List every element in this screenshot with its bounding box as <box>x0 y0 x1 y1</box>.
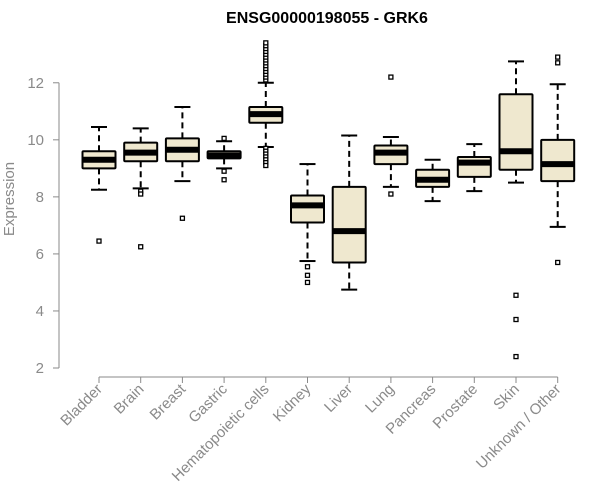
y-axis-label: Expression <box>1 162 18 236</box>
box-lung <box>373 74 409 197</box>
x-tick-label: Kidney <box>270 380 315 425</box>
outlier-point <box>388 74 394 80</box>
outlier-point <box>221 168 227 174</box>
outlier-point <box>304 264 311 270</box>
outlier-point <box>304 279 311 286</box>
outlier-point <box>221 177 227 183</box>
outlier-point <box>513 316 519 323</box>
x-tick-label: Bladder <box>57 381 106 430</box>
box-unknown-other <box>540 54 576 266</box>
box-hematopoietic-cells <box>248 40 284 169</box>
y-tick-label: 8 <box>36 189 44 206</box>
box-kidney <box>290 163 325 286</box>
x-tick-label: Prostate <box>430 381 482 433</box>
outlier-point <box>138 244 144 250</box>
chart-title: ENSG00000198055 - GRK6 <box>226 10 428 27</box>
outlier-point <box>555 54 561 60</box>
y-tick-label: 2 <box>36 360 44 377</box>
outlier-point <box>513 292 519 298</box>
y-tick-label: 12 <box>27 75 44 92</box>
outlier-point <box>263 162 269 169</box>
outlier-point <box>555 60 561 66</box>
outlier-point <box>96 238 102 244</box>
outlier-point <box>179 215 186 221</box>
box-iqr <box>331 185 367 264</box>
x-tick-label: Liver <box>321 381 356 416</box>
box-iqr <box>498 93 534 171</box>
outlier-point <box>513 353 519 360</box>
outlier-point <box>304 272 311 278</box>
y-axis: 2 4 6 8 10 12 <box>27 75 60 377</box>
box-brain <box>123 127 159 250</box>
outlier-point <box>138 191 144 197</box>
box-gastric <box>206 135 242 183</box>
box-iqr <box>290 194 325 224</box>
box-iqr <box>540 138 576 183</box>
y-tick-label: 10 <box>27 132 44 149</box>
x-tick-label: Brain <box>111 381 148 418</box>
y-tick-label: 6 <box>36 246 44 263</box>
outlier-point <box>555 259 561 266</box>
y-tick-label: 4 <box>36 303 44 320</box>
box-breast <box>164 106 200 221</box>
x-tick-label: Skin <box>490 381 523 414</box>
box-bladder <box>81 125 117 244</box>
box-prostate <box>456 143 492 193</box>
x-tick-label: Lung <box>362 381 398 417</box>
outlier-point <box>263 40 269 46</box>
box-pancreas <box>415 158 451 203</box>
box-skin <box>498 60 534 360</box>
outlier-point <box>221 135 227 142</box>
x-tick-label: Breast <box>147 380 190 423</box>
boxes-group <box>81 40 576 360</box>
outlier-point <box>388 191 394 197</box>
box-liver <box>331 134 367 291</box>
